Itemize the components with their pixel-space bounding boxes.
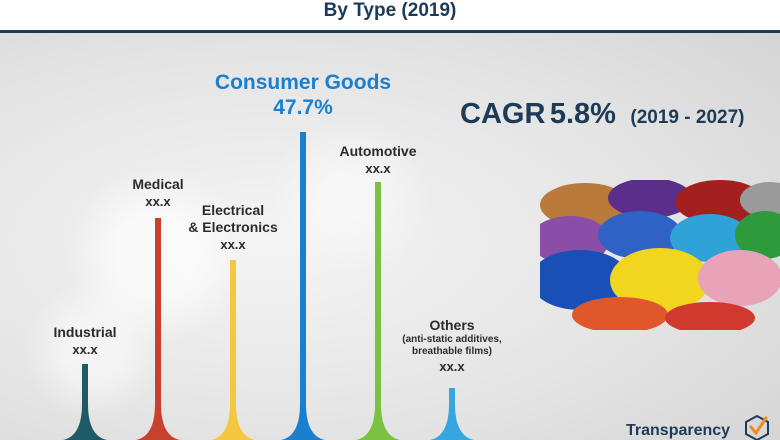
checkmark-logo-icon — [745, 414, 769, 440]
label-electrical: Electrical & Electronics xx.x — [188, 202, 277, 253]
bar-others-shape — [430, 388, 474, 440]
colored-granules-image — [540, 180, 780, 330]
label-industrial-name: Industrial — [53, 324, 117, 340]
title-bar: By Type (2019) — [0, 0, 780, 33]
bar-automotive-shape — [356, 182, 400, 440]
label-consumer-goods: Consumer Goods 47.7% — [215, 70, 391, 120]
bar-medical — [136, 218, 180, 440]
label-industrial: Industrial xx.x — [53, 324, 116, 358]
label-consumer-goods-name: Consumer Goods — [214, 71, 392, 94]
bar-consumer-goods-shape — [281, 132, 325, 440]
label-medical: Medical xx.x — [132, 176, 183, 210]
label-automotive: Automotive xx.x — [340, 143, 417, 177]
bar-others — [430, 388, 474, 440]
label-automotive-value: xx.x — [365, 161, 391, 176]
chart-title: By Type (2019) — [323, 0, 457, 21]
label-medical-value: xx.x — [145, 194, 171, 209]
label-others-value: xx.x — [439, 359, 465, 374]
label-others-note-1: (anti-static additives, — [402, 334, 502, 345]
cagr-callout: CAGR 5.8% (2019 - 2027) — [460, 98, 744, 131]
label-consumer-goods-value: 47.7% — [273, 96, 333, 119]
brand-logo-text: Transparency — [626, 422, 731, 439]
cagr-prefix: CAGR — [460, 98, 546, 130]
cagr-period: (2019 - 2027) — [630, 107, 745, 128]
label-electrical-name-2: & Electronics — [188, 219, 278, 235]
label-electrical-name-1: Electrical — [201, 202, 265, 218]
bar-electrical — [211, 260, 255, 440]
bar-automotive — [356, 182, 400, 440]
label-others: Others (anti-static additives, breathabl… — [402, 317, 501, 375]
bar-industrial — [63, 364, 107, 440]
label-others-note-2: breathable films) — [411, 346, 493, 357]
bar-industrial-shape — [63, 364, 107, 440]
cagr-value: 5.8% — [549, 98, 616, 130]
bar-medical-shape — [136, 218, 180, 440]
bar-electrical-shape — [211, 260, 255, 440]
label-electrical-value: xx.x — [220, 237, 246, 252]
label-automotive-name: Automotive — [339, 143, 417, 159]
label-others-name: Others — [429, 317, 475, 333]
label-industrial-value: xx.x — [72, 342, 98, 357]
label-medical-name: Medical — [132, 176, 184, 192]
bar-consumer-goods — [281, 132, 325, 440]
